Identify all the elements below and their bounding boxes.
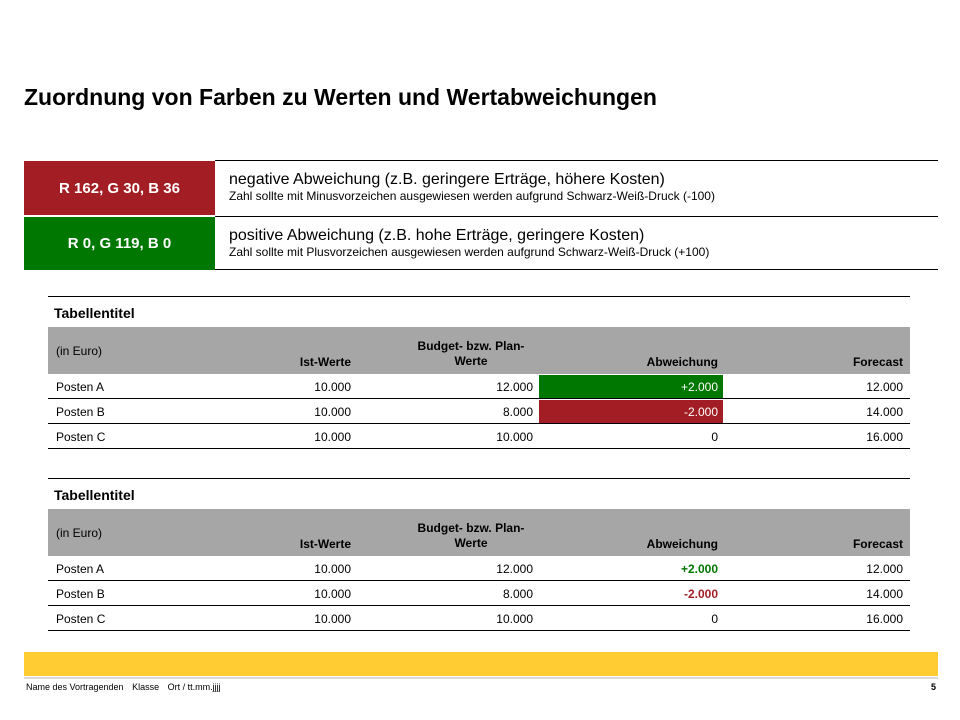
table-header: (in Euro) Ist-Werte Budget- bzw. Plan-We… — [48, 327, 910, 374]
cell-budget: 12.000 — [496, 380, 533, 394]
legend-row-negative: R 162, G 30, B 36 negative Abweichung (z… — [24, 160, 938, 215]
cell-deviation: 0 — [711, 430, 718, 444]
cell-ist: 10.000 — [314, 612, 351, 626]
table-header: (in Euro) Ist-Werte Budget- bzw. Plan-We… — [48, 509, 910, 556]
header-unit: (in Euro) — [56, 525, 103, 540]
cell-ist: 10.000 — [314, 562, 351, 576]
row-label: Posten A — [56, 380, 105, 394]
header-budget: Budget- bzw. Plan-Werte — [417, 339, 525, 368]
cell-ist: 10.000 — [314, 380, 351, 394]
table-row: Posten C 10.000 10.000 0 16.000 — [48, 606, 910, 631]
table-row: Posten B 10.000 8.000 -2.000 14.000 — [48, 581, 910, 606]
table-text-colored: Tabellentitel (in Euro) Ist-Werte Budget… — [48, 478, 910, 631]
cell-forecast: 14.000 — [866, 587, 903, 601]
legend-main-text: positive Abweichung (z.B. hohe Erträge, … — [229, 227, 645, 244]
table-row: Posten A 10.000 12.000 +2.000 12.000 — [48, 374, 910, 399]
legend-bottom-rule — [215, 269, 938, 270]
footer-presenter: Name des Vortragenden — [26, 682, 124, 692]
legend-main-text: negative Abweichung (z.B. geringere Ertr… — [229, 171, 665, 188]
header-unit: (in Euro) — [56, 343, 103, 358]
swatch-green: R 0, G 119, B 0 — [24, 216, 215, 270]
cell-deviation-positive: +2.000 — [539, 375, 723, 398]
row-label: Posten B — [56, 587, 105, 601]
cell-ist: 10.000 — [314, 587, 351, 601]
table-title: Tabellentitel — [48, 478, 910, 509]
header-ist: Ist-Werte — [299, 537, 351, 551]
cell-ist: 10.000 — [314, 405, 351, 419]
cell-ist: 10.000 — [314, 430, 351, 444]
cell-budget: 12.000 — [496, 562, 533, 576]
cell-forecast: 16.000 — [866, 430, 903, 444]
cell-deviation-negative: -2.000 — [539, 400, 723, 423]
table-title: Tabellentitel — [48, 296, 910, 327]
table-row: Posten B 10.000 8.000 -2.000 14.000 — [48, 399, 910, 424]
legend-text-positive: positive Abweichung (z.B. hohe Erträge, … — [215, 216, 938, 270]
legend-text-negative: negative Abweichung (z.B. geringere Ertr… — [215, 160, 938, 215]
footer-ort-datum: Ort / tt.mm.jjjj — [167, 682, 221, 692]
header-forecast: Forecast — [852, 355, 903, 369]
page-title: Zuordnung von Farben zu Werten und Werta… — [24, 84, 657, 110]
header-ist: Ist-Werte — [299, 355, 351, 369]
header-abweichung: Abweichung — [646, 537, 718, 551]
table-row: Posten C 10.000 10.000 0 16.000 — [48, 424, 910, 449]
footer-klasse: Klasse — [132, 682, 160, 692]
cell-deviation: 0 — [711, 612, 718, 626]
row-label: Posten C — [56, 612, 106, 626]
cell-budget: 10.000 — [496, 612, 533, 626]
cell-forecast: 12.000 — [866, 380, 903, 394]
swatch-red: R 162, G 30, B 36 — [24, 160, 215, 215]
footer-divider — [24, 677, 938, 679]
header-budget: Budget- bzw. Plan-Werte — [417, 521, 525, 550]
cell-deviation-positive: +2.000 — [680, 562, 718, 576]
footer-bar — [24, 652, 938, 676]
legend-row-positive: R 0, G 119, B 0 positive Abweichung (z.B… — [24, 215, 938, 270]
cell-budget: 8.000 — [502, 587, 533, 601]
cell-budget: 10.000 — [496, 430, 533, 444]
header-forecast: Forecast — [852, 537, 903, 551]
legend-sub-text: Zahl sollte mit Minusvorzeichen ausgewie… — [229, 189, 715, 203]
cell-budget: 8.000 — [502, 405, 533, 419]
row-label: Posten C — [56, 430, 106, 444]
cell-deviation-negative: -2.000 — [683, 587, 718, 601]
header-abweichung: Abweichung — [646, 355, 718, 369]
cell-forecast: 14.000 — [866, 405, 903, 419]
table-row: Posten A 10.000 12.000 +2.000 12.000 — [48, 556, 910, 581]
cell-forecast: 16.000 — [866, 612, 903, 626]
page-number: 5 — [930, 682, 936, 692]
color-legend: R 162, G 30, B 36 negative Abweichung (z… — [24, 160, 938, 270]
legend-sub-text: Zahl sollte mit Plusvorzeichen ausgewies… — [229, 245, 710, 259]
row-label: Posten A — [56, 562, 105, 576]
footer-info: Name des Vortragenden Klasse Ort / tt.mm… — [26, 682, 227, 692]
cell-forecast: 12.000 — [866, 562, 903, 576]
row-label: Posten B — [56, 405, 105, 419]
table-colored: Tabellentitel (in Euro) Ist-Werte Budget… — [48, 296, 910, 449]
